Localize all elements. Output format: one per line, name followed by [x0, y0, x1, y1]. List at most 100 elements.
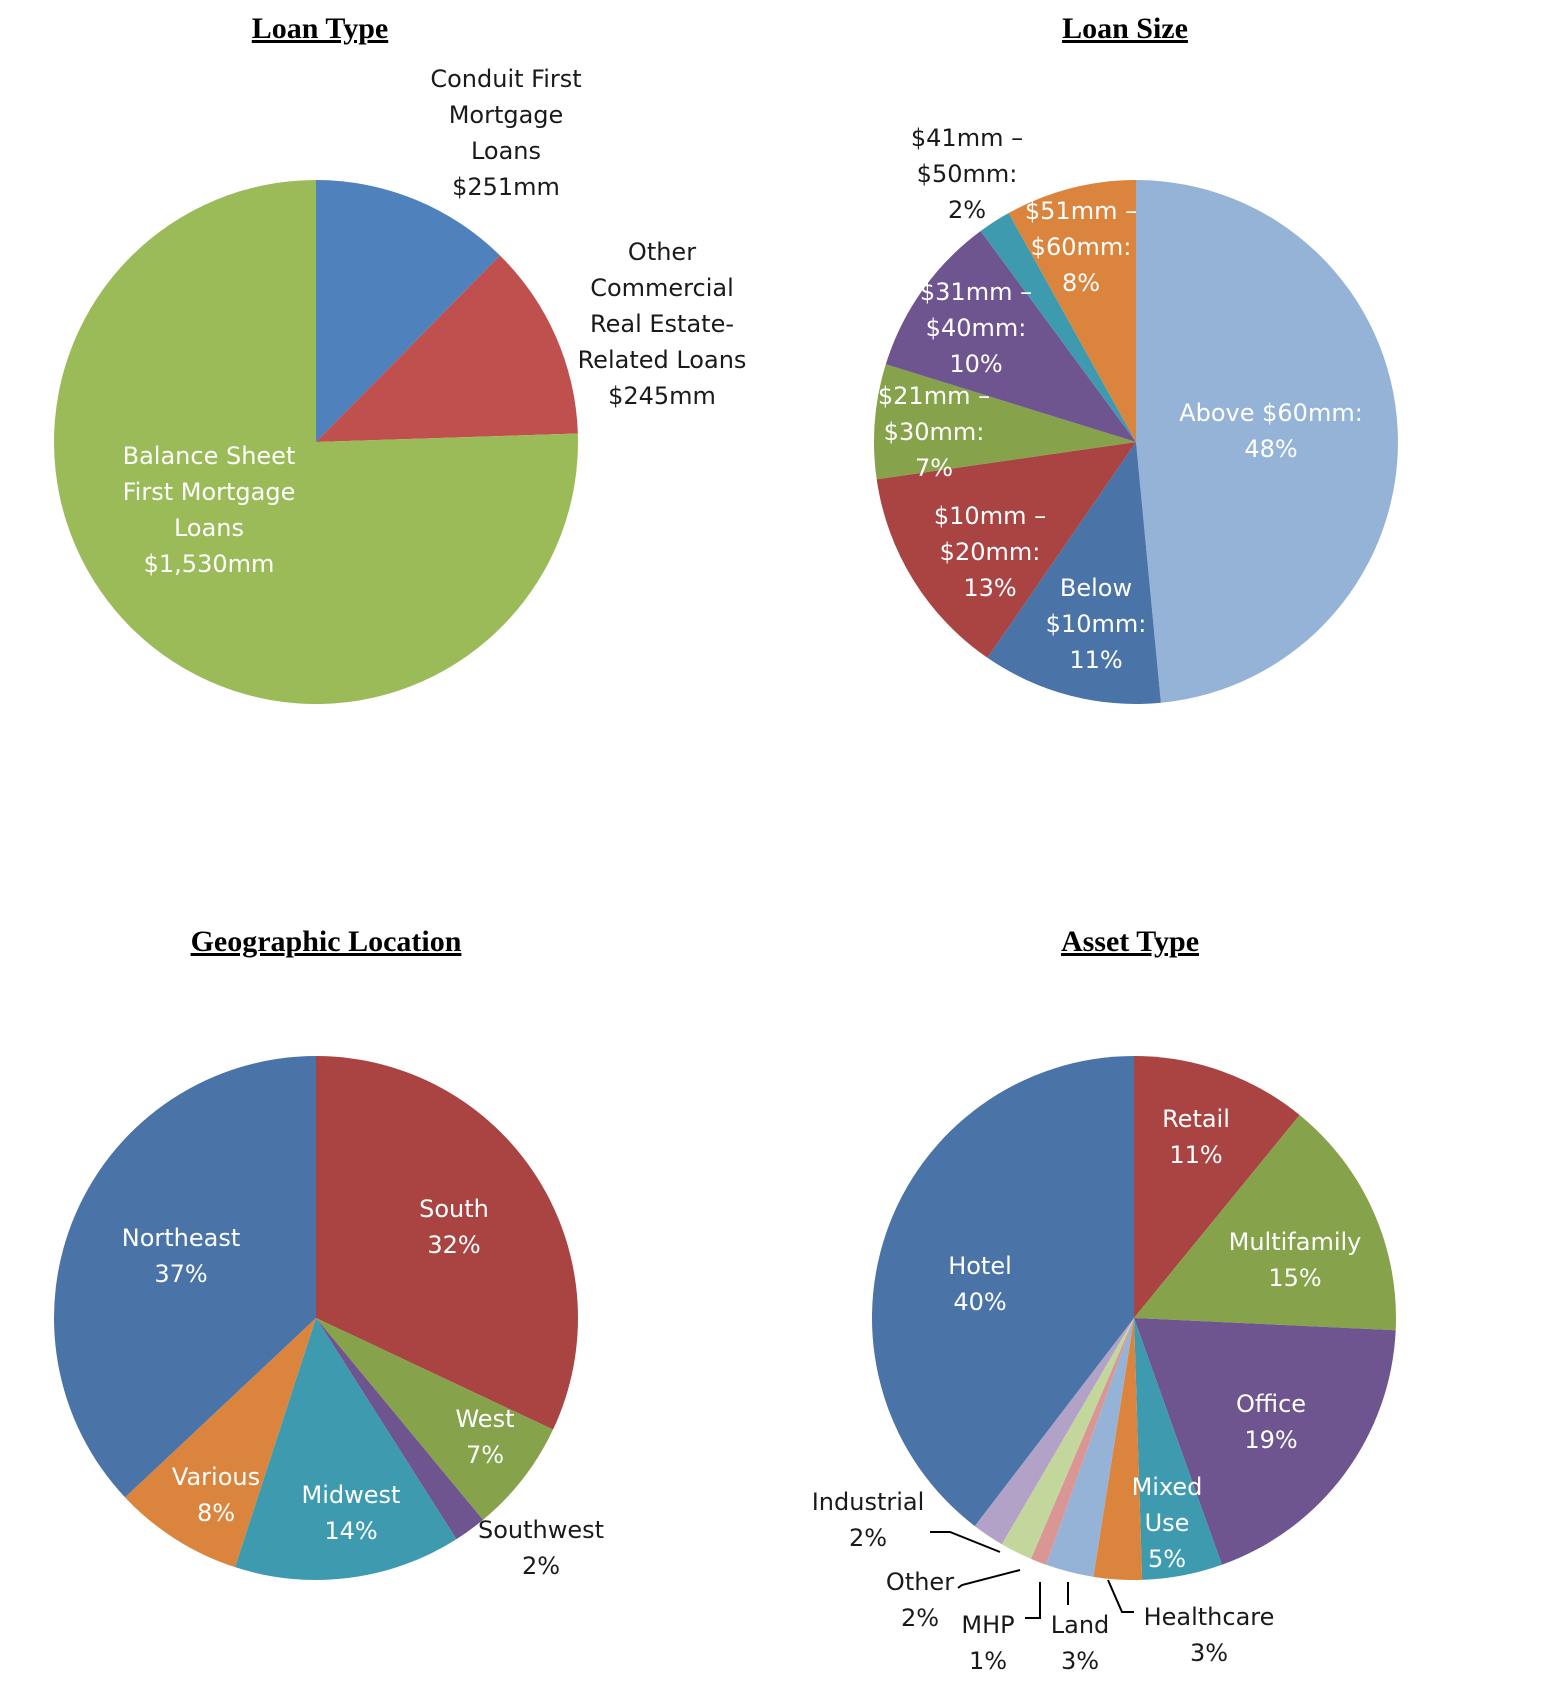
asset-type-label-2-line-1: 19% — [1244, 1426, 1297, 1454]
asset-type-label-8-line-0: Industrial — [812, 1488, 925, 1516]
loan-size-label-5-line-0: $41mm – — [911, 124, 1023, 152]
loan-size-label-4: $31mm – $40mm: 10% — [920, 278, 1032, 378]
asset-type-label-5-line-1: 3% — [1061, 1647, 1099, 1675]
loan-size-label-5-line-1: $50mm: — [917, 160, 1018, 188]
geographic-location-label-1: West 7% — [455, 1405, 514, 1469]
loan-size-label-1-line-2: 11% — [1069, 646, 1122, 674]
loan-type-label-2-line-3: $1,530mm — [144, 550, 275, 578]
loan-size-label-0: Above $60mm: 48% — [1179, 399, 1363, 463]
loan-size-slice-2 — [876, 442, 1136, 658]
geographic-location-slice-3 — [235, 1318, 457, 1581]
asset-type-title: Asset Type — [1061, 925, 1199, 958]
asset-type-label-7: Other 2% — [886, 1568, 954, 1632]
loan-type-slice-2 — [53, 180, 578, 704]
loan-type-label-1-line-2: Real Estate- — [590, 310, 734, 338]
asset-type-leader-8 — [930, 1531, 1001, 1553]
loan-size-label-3-line-1: $30mm: — [884, 418, 985, 446]
loan-size-slice-3 — [874, 364, 1136, 480]
geographic-location-label-2-line-0: Southwest — [478, 1516, 604, 1544]
asset-type-label-5-line-0: Land — [1051, 1611, 1110, 1639]
asset-type-label-7-line-1: 2% — [901, 1604, 939, 1632]
asset-type-label-9: Hotel 40% — [948, 1252, 1012, 1316]
loan-size-label-4-line-1: $40mm: — [926, 314, 1027, 342]
loan-size-label-1-line-1: $10mm: — [1046, 610, 1147, 638]
asset-type-label-0-line-1: 11% — [1169, 1141, 1222, 1169]
asset-type-label-1-line-1: 15% — [1268, 1264, 1321, 1292]
asset-type-leader-6 — [1025, 1582, 1041, 1619]
asset-type-slice-3 — [1134, 1318, 1222, 1580]
asset-type-leader-7 — [957, 1569, 1021, 1589]
loan-size-label-3: $21mm – $30mm: 7% — [878, 382, 990, 482]
asset-type-slice-7 — [1001, 1318, 1134, 1559]
asset-type-slice-6 — [1030, 1318, 1134, 1565]
asset-type-slice-0 — [1134, 1056, 1300, 1318]
asset-type-label-3-line-2: 5% — [1148, 1545, 1186, 1573]
loan-size-label-2-line-2: 13% — [963, 574, 1016, 602]
loan-type-label-1-line-4: $245mm — [608, 382, 716, 410]
asset-type-label-6-line-0: MHP — [961, 1611, 1014, 1639]
asset-type-slice-2 — [1134, 1318, 1396, 1565]
loan-size-label-6: $51mm – $60mm: 8% — [1025, 197, 1137, 297]
asset-type-chart: Asset Type Retail 11% Multifamily 15% Office… — [812, 925, 1396, 1675]
loan-type-label-0-line-3: $251mm — [452, 173, 560, 201]
loan-type-label-0: Conduit First Mortgage Loans $251mm — [430, 65, 581, 201]
asset-type-label-8-line-1: 2% — [849, 1524, 887, 1552]
geographic-location-label-2-line-1: 2% — [522, 1552, 560, 1580]
loan-type-slice-1 — [316, 255, 578, 442]
asset-type-label-9-line-1: 40% — [953, 1288, 1006, 1316]
geographic-location-label-4: Various 8% — [172, 1463, 260, 1527]
geographic-location-label-4-line-0: Various — [172, 1463, 260, 1491]
asset-type-label-7-line-0: Other — [886, 1568, 954, 1596]
loan-size-label-0-line-1: 48% — [1244, 435, 1297, 463]
asset-type-leader-4 — [1107, 1579, 1134, 1613]
loan-size-label-1: Below $10mm: 11% — [1046, 574, 1147, 674]
loan-size-title: Loan Size — [1062, 12, 1188, 45]
loan-type-label-2-line-2: Loans — [174, 514, 244, 542]
loan-size-slice-1 — [987, 442, 1161, 704]
asset-type-slice-8 — [974, 1318, 1134, 1545]
loan-type-label-2: Balance Sheet First Mortgage Loans $1,530mm — [123, 442, 296, 578]
geographic-location-chart: Geographic Location South 32% West 7% Southw… — [54, 925, 604, 1581]
asset-type-label-0-line-0: Retail — [1162, 1105, 1230, 1133]
loan-type-label-1-line-0: Other — [628, 238, 696, 266]
loan-size-label-1-line-0: Below — [1060, 574, 1132, 602]
loan-size-label-0-line-0: Above $60mm: — [1179, 399, 1363, 427]
loan-type-title: Loan Type — [252, 12, 388, 45]
asset-type-label-2-line-0: Office — [1236, 1390, 1306, 1418]
geographic-location-label-0: South 32% — [419, 1195, 489, 1259]
loan-type-label-1: Other Commercial Real Estate- Related Loans… — [578, 238, 747, 410]
loan-type-label-0-line-1: Mortgage — [449, 101, 564, 129]
loan-size-slice-5 — [980, 213, 1136, 442]
loan-size-slice-6 — [1008, 180, 1136, 442]
loan-size-label-5: $41mm – $50mm: 2% — [911, 124, 1023, 224]
loan-size-label-5-line-2: 2% — [948, 196, 986, 224]
loan-size-label-4-line-2: 10% — [949, 350, 1002, 378]
loan-size-label-2-line-1: $20mm: — [940, 538, 1041, 566]
loan-size-label-4-line-0: $31mm – — [920, 278, 1032, 306]
loan-type-slice-0 — [316, 180, 500, 442]
loan-size-label-6-line-1: $60mm: — [1031, 233, 1132, 261]
geographic-location-label-2: Southwest 2% — [478, 1516, 604, 1580]
asset-type-slice-5 — [1046, 1318, 1134, 1577]
geographic-location-label-5-line-1: 37% — [154, 1260, 207, 1288]
asset-type-label-5: Land 3% — [1051, 1611, 1110, 1675]
loan-size-label-6-line-0: $51mm – — [1025, 197, 1137, 225]
asset-type-slice-1 — [1134, 1114, 1396, 1331]
asset-type-label-1: Multifamily 15% — [1229, 1228, 1362, 1292]
asset-type-label-6: MHP 1% — [961, 1611, 1014, 1675]
loan-type-label-1-line-1: Commercial — [590, 274, 734, 302]
loan-type-label-0-line-0: Conduit First — [430, 65, 581, 93]
geographic-location-slice-4 — [125, 1318, 316, 1568]
geographic-location-slice-1 — [316, 1318, 554, 1520]
loan-size-label-2: $10mm – $20mm: 13% — [934, 502, 1046, 602]
asset-type-label-6-line-1: 1% — [969, 1647, 1007, 1675]
asset-type-label-4-line-0: Healthcare — [1144, 1603, 1275, 1631]
asset-type-label-4: Healthcare 3% — [1144, 1603, 1275, 1667]
loan-size-slice-0 — [1136, 180, 1398, 703]
asset-type-label-0: Retail 11% — [1162, 1105, 1230, 1169]
asset-type-label-9-line-0: Hotel — [948, 1252, 1012, 1280]
loan-size-label-2-line-0: $10mm – — [934, 502, 1046, 530]
geographic-location-label-5-line-0: Northeast — [122, 1224, 241, 1252]
geographic-location-slice-2 — [316, 1318, 484, 1540]
